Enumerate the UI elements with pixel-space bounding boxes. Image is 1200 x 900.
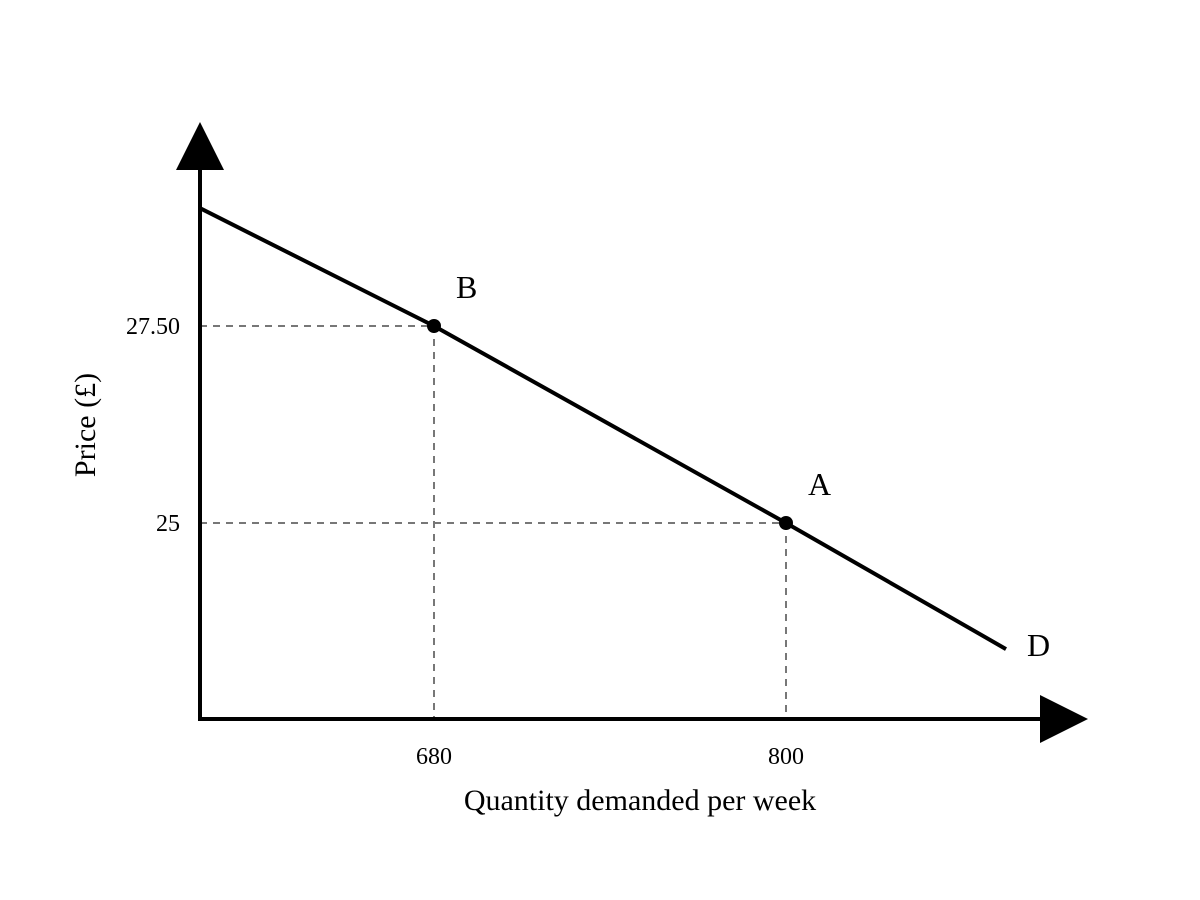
- point-label-B: B: [456, 269, 477, 305]
- point-marker-B: [427, 319, 441, 333]
- point-marker-A: [779, 516, 793, 530]
- x-axis-title: Quantity demanded per week: [464, 784, 816, 817]
- tick-labels: 680 800 25 27.50: [126, 314, 804, 770]
- point-label-A: A: [808, 466, 831, 502]
- demand-series: [198, 206, 1007, 651]
- x-tick-label: 680: [416, 744, 452, 770]
- y-tick-label: 25: [156, 511, 180, 537]
- x-axis-arrow-icon: [1040, 695, 1088, 743]
- x-tick-label: 800: [768, 744, 804, 770]
- y-axis-title: Price (£): [69, 373, 102, 477]
- y-axis-arrow-icon: [176, 122, 224, 170]
- guide-lines: [200, 325, 787, 719]
- y-tick-label: 27.50: [126, 314, 180, 340]
- labelled-points: BA: [427, 269, 831, 530]
- demand-curve-label: D: [1027, 627, 1050, 663]
- axes: [176, 122, 1088, 743]
- demand-curve-line: [198, 206, 1007, 651]
